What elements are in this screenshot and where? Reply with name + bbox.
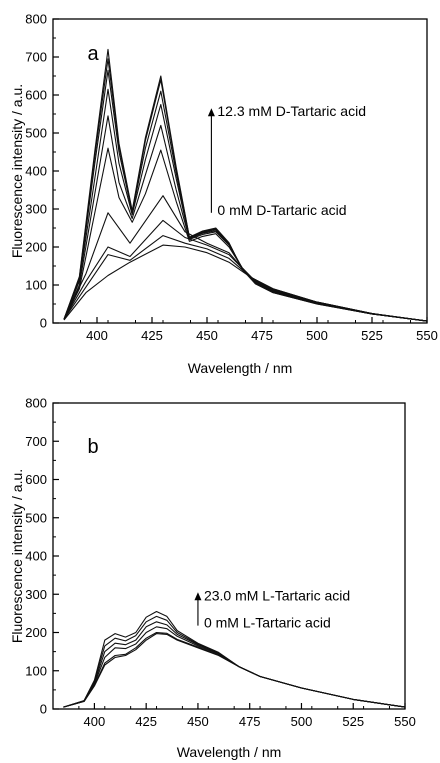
chart-a-x-tick-label: 400	[86, 328, 108, 343]
chart-b-x-tick-label: 525	[342, 714, 364, 729]
chart-b-x-tick-label: 550	[394, 714, 416, 729]
chart-a-series-line-4	[63, 195, 428, 322]
chart-b-annotation-arrowhead	[194, 592, 202, 601]
chart-b-panel-label: b	[87, 436, 98, 458]
chart-a-x-tick-label: 475	[251, 328, 273, 343]
chart-b-series-line-6	[63, 610, 406, 708]
chart-a-series-line-1	[63, 244, 428, 322]
chart-b-y-tick-label: 500	[25, 510, 47, 525]
chart-a-x-axis-label: Wavelength / nm	[188, 360, 293, 376]
chart-a-y-tick-label: 100	[25, 278, 47, 293]
chart-a-x-tick-label: 425	[141, 328, 163, 343]
chart-a-series-line-9	[63, 58, 428, 322]
chart-b-y-axis-label: Fluorescence intensity / a.u.	[9, 469, 25, 643]
chart-b-y-tick-label: 0	[40, 702, 47, 717]
chart-b-annotation-high: 23.0 mM L-Tartaric acid	[204, 587, 350, 603]
chart-a-y-axis-label: Fluorescence intensity / a.u.	[9, 84, 25, 258]
chart-b-annotation-low: 0 mM L-Tartaric acid	[204, 615, 331, 631]
chart-a-annotation-high: 12.3 mM D-Tartaric acid	[217, 103, 366, 119]
chart-a-annotation-low: 0 mM D-Tartaric acid	[217, 202, 346, 218]
chart-a-x-tick-label: 450	[196, 328, 218, 343]
chart-b-x-tick-label: 475	[239, 714, 261, 729]
chart-a-panel-label: a	[87, 43, 99, 65]
chart-a-series-line-10	[63, 48, 428, 322]
chart-a-y-tick-label: 800	[25, 12, 47, 27]
chart-a-annotation-arrowhead	[207, 108, 215, 117]
chart-a-series-line-5	[63, 147, 428, 322]
chart-a-y-tick-label: 300	[25, 202, 47, 217]
chart-b-x-tick-label: 450	[187, 714, 209, 729]
chart-a: 400 425 450 475 500 525 550 0 100 200 300 400 500 600…	[9, 12, 438, 377]
chart-b-y-tick-label: 100	[25, 663, 47, 678]
chart-b-y-tick-label: 800	[25, 396, 47, 411]
chart-b-y-tick-label: 700	[25, 434, 47, 449]
chart-a-y-tick-label: 200	[25, 240, 47, 255]
chart-b-series-line-1	[63, 633, 406, 708]
chart-b-y-tick-label: 400	[25, 549, 47, 564]
chart-b-y-tick-label: 300	[25, 587, 47, 602]
chart-a-x-tick-label: 525	[361, 328, 383, 343]
chart-b-y-tick-label: 200	[25, 625, 47, 640]
chart-a-y-tick-label: 600	[25, 88, 47, 103]
chart-a-y-tick-label: 0	[40, 316, 47, 331]
chart-b-x-tick-label: 500	[291, 714, 313, 729]
chart-b-y-tick-label: 600	[25, 472, 47, 487]
chart-b-plot-frame	[52, 402, 406, 710]
chart-a-series-line-2	[63, 235, 428, 322]
chart-a-y-tick-label: 700	[25, 50, 47, 65]
chart-b-x-tick-label: 425	[135, 714, 157, 729]
chart-a-x-tick-label: 500	[306, 328, 328, 343]
chart-b-x-axis-label: Wavelength / nm	[177, 744, 282, 760]
chart-b: 400 425 450 475 500 525 550 0 100 200 300 400 500 600…	[9, 396, 416, 761]
chart-a-x-tick-label: 550	[416, 328, 438, 343]
chart-a-y-tick-label: 500	[25, 126, 47, 141]
chart-b-x-tick-label: 400	[84, 714, 106, 729]
chart-a-y-tick-label: 400	[25, 164, 47, 179]
